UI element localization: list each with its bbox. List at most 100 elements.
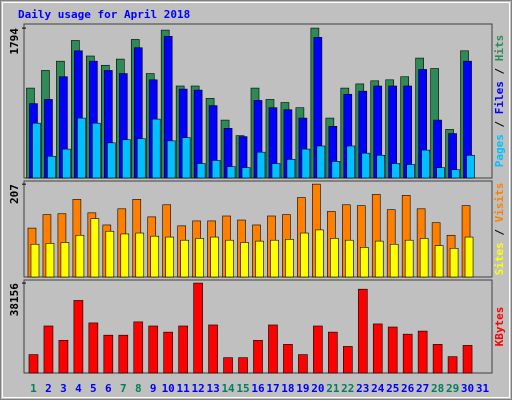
y-tick-label: 207 <box>8 184 21 204</box>
x-tick-label: 18 <box>281 382 294 395</box>
x-tick-label: 10 <box>162 382 175 395</box>
bar <box>328 331 338 374</box>
bar <box>391 163 401 179</box>
bar <box>58 339 69 374</box>
legend-separator: / <box>493 222 506 242</box>
bar <box>387 326 398 374</box>
bar <box>376 154 386 179</box>
bar <box>357 288 368 374</box>
x-tick-label: 29 <box>446 382 459 395</box>
chart-title: Daily usage for April 2018 <box>18 8 190 21</box>
bar <box>210 236 219 278</box>
x-tick-label: 22 <box>341 382 354 395</box>
x-tick-label: 7 <box>120 382 127 395</box>
bar <box>389 243 399 278</box>
bar <box>121 139 131 179</box>
bar <box>178 325 188 374</box>
x-tick-label: 14 <box>221 382 235 395</box>
x-tick-label: 5 <box>90 382 97 395</box>
bar <box>163 331 173 374</box>
bar <box>406 164 415 179</box>
bar <box>451 169 460 179</box>
bar <box>30 243 40 278</box>
x-tick-label: 25 <box>386 382 399 395</box>
bar <box>268 324 278 374</box>
bar <box>103 334 114 374</box>
x-tick-label: 15 <box>236 382 249 395</box>
legend-entry: Pages <box>493 134 506 167</box>
bar <box>107 142 116 179</box>
bar <box>466 154 475 179</box>
bar <box>92 122 101 179</box>
bar <box>148 325 159 374</box>
bar <box>313 325 323 374</box>
bar <box>462 345 473 374</box>
bar <box>432 344 443 374</box>
bar <box>270 239 279 278</box>
bar <box>283 344 293 374</box>
bar <box>195 238 204 278</box>
bar <box>361 152 371 179</box>
bar <box>150 235 160 278</box>
bar <box>343 346 353 374</box>
bar <box>180 239 189 278</box>
bar <box>32 122 41 179</box>
bar <box>402 333 413 374</box>
x-tick-label: 2 <box>45 382 52 395</box>
legend: Sites / Visits <box>493 183 506 276</box>
bar <box>225 239 234 278</box>
bar <box>298 354 308 374</box>
bar <box>240 242 249 278</box>
bar <box>286 159 296 179</box>
bar <box>315 229 324 278</box>
bar <box>62 148 71 179</box>
bar <box>330 238 339 278</box>
legend-entry: Visits <box>493 183 506 223</box>
bar <box>346 145 356 179</box>
x-tick-label: 11 <box>177 382 191 395</box>
x-tick-label: 16 <box>251 382 265 395</box>
legend: KBytes <box>493 307 506 347</box>
bar <box>105 230 115 278</box>
bar <box>316 145 326 179</box>
x-tick-label: 20 <box>311 382 324 395</box>
bar <box>256 151 266 179</box>
bar <box>436 167 445 179</box>
bar <box>135 232 145 278</box>
bar <box>241 167 251 179</box>
x-tick-label: 24 <box>371 382 385 395</box>
bar <box>301 148 311 179</box>
x-tick-label: 21 <box>326 382 340 395</box>
legend: Pages / Files / Hits <box>493 35 506 168</box>
bar <box>166 140 176 179</box>
bar <box>47 155 56 179</box>
bar <box>60 242 70 278</box>
x-tick-label: 3 <box>60 382 67 395</box>
bar <box>73 300 84 374</box>
legend-entry: Sites <box>493 242 506 275</box>
legend-separator: / <box>493 61 506 81</box>
x-tick-label: 30 <box>461 382 474 395</box>
bar <box>211 160 221 179</box>
bar <box>464 236 474 278</box>
bar <box>253 339 263 374</box>
bar <box>449 247 459 278</box>
bar <box>151 118 161 179</box>
legend-entry: KBytes <box>493 307 506 347</box>
x-tick-label: 28 <box>431 382 444 395</box>
bar <box>403 85 412 179</box>
bar <box>181 137 191 179</box>
bar <box>447 356 458 374</box>
bar <box>421 149 430 179</box>
x-tick-label: 31 <box>476 382 490 395</box>
legend-separator: / <box>493 114 506 134</box>
bar <box>120 233 130 278</box>
bar <box>434 245 444 278</box>
x-tick-label: 23 <box>356 382 369 395</box>
bar <box>359 247 369 278</box>
bar <box>285 239 294 278</box>
bar <box>226 166 236 179</box>
